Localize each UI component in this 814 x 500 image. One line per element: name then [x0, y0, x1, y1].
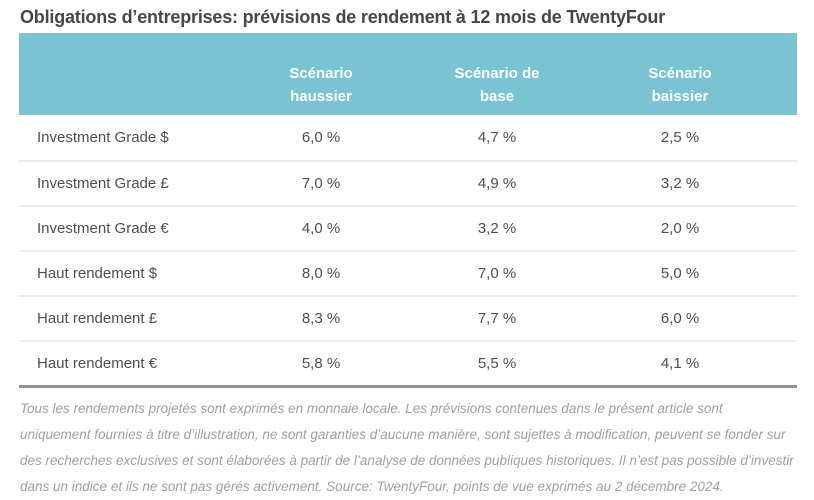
cell-value: 2,0 % — [660, 220, 700, 237]
row-label: Haut rendement £ — [37, 310, 158, 327]
row-label: Investment Grade $ — [37, 129, 169, 146]
cell-value: 7,7 % — [477, 310, 517, 327]
cell-value: 5,0 % — [660, 265, 700, 282]
cell-value: 3,2 % — [477, 220, 517, 237]
table-row: Haut rendement € 5,8 % 5,5 % 4,1 % — [19, 340, 797, 385]
cell-value: 3,2 % — [660, 175, 700, 192]
column-header-scenario-de-base: Scénario de base — [407, 62, 587, 108]
cell-value: 4,9 % — [477, 175, 517, 192]
column-header-scenario-haussier: Scénario haussier — [235, 62, 407, 108]
row-label: Haut rendement € — [37, 355, 158, 372]
column-header-line: baissier — [651, 88, 709, 105]
cell-value: 5,8 % — [301, 355, 341, 372]
cell-value: 7,0 % — [477, 265, 517, 282]
column-header-scenario-baissier: Scénario baissier — [587, 62, 773, 108]
forecast-table: Scénario haussier Scénario de base Scéna… — [19, 33, 797, 388]
cell-value: 4,7 % — [477, 129, 517, 146]
column-header-line: Scénario — [289, 65, 353, 82]
table-row: Haut rendement $ 8,0 % 7,0 % 5,0 % — [19, 250, 797, 295]
cell-value: 8,3 % — [301, 310, 341, 327]
column-header-line: base — [479, 88, 515, 105]
cell-value: 6,0 % — [660, 310, 700, 327]
cell-value: 6,0 % — [301, 129, 341, 146]
table-row: Investment Grade $ 6,0 % 4,7 % 2,5 % — [19, 115, 797, 160]
figure-title: Obligations d’entreprises: prévisions de… — [20, 7, 666, 27]
cell-value: 5,5 % — [477, 355, 517, 372]
column-header-line: haussier — [290, 88, 352, 105]
cell-value: 2,5 % — [660, 129, 700, 146]
footnote: Tous les rendements projetés sont exprim… — [20, 401, 794, 494]
column-header-line: Scénario — [648, 65, 712, 82]
cell-value: 7,0 % — [301, 175, 341, 192]
cell-value: 8,0 % — [301, 265, 341, 282]
table-row: Haut rendement £ 8,3 % 7,7 % 6,0 % — [19, 295, 797, 340]
cell-value: 4,0 % — [301, 220, 341, 237]
row-label: Investment Grade £ — [37, 175, 169, 192]
column-header-line: Scénario de — [454, 65, 540, 82]
table-row: Investment Grade € 4,0 % 3,2 % 2,0 % — [19, 205, 797, 250]
cell-value: 4,1 % — [660, 355, 700, 372]
row-label: Investment Grade € — [37, 220, 169, 237]
row-label: Haut rendement $ — [37, 265, 158, 282]
table-header-row: Scénario haussier Scénario de base Scéna… — [19, 33, 797, 115]
table-row: Investment Grade £ 7,0 % 4,9 % 3,2 % — [19, 160, 797, 205]
